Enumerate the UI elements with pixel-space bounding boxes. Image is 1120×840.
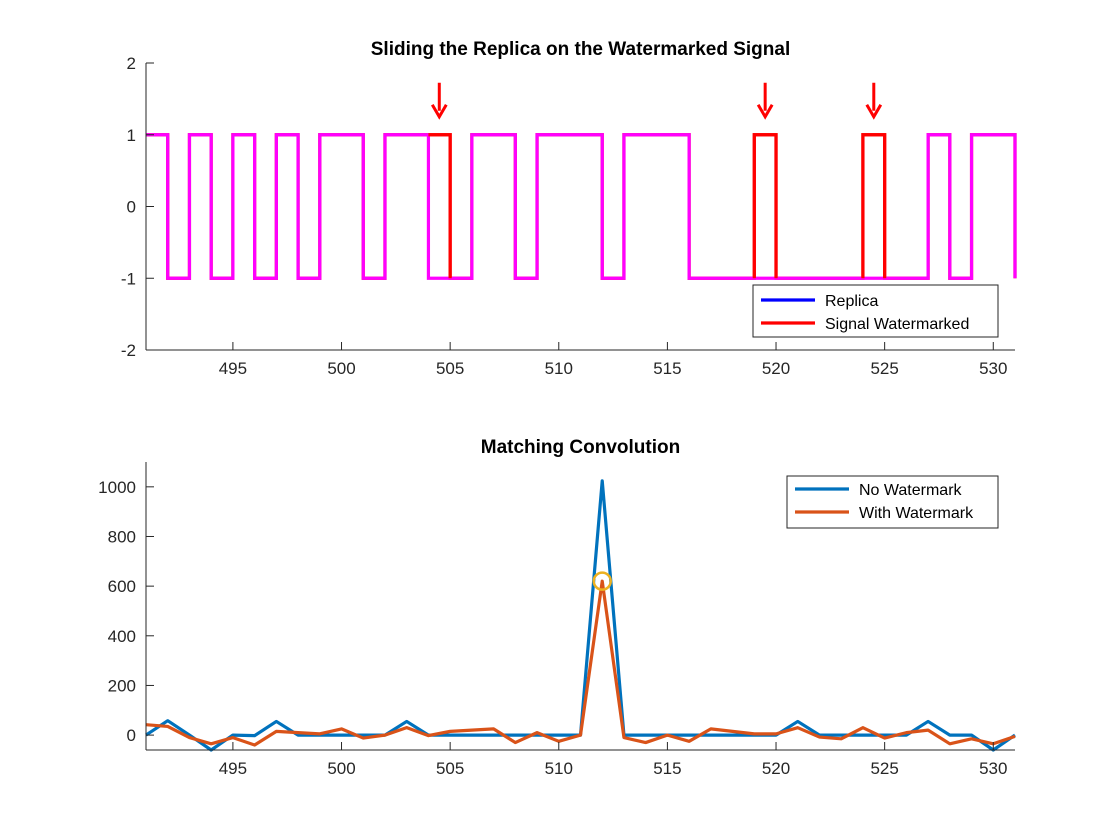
signal-x-tick-label: 515 [653, 359, 681, 378]
convolution-x-tick-label: 520 [762, 759, 790, 778]
convolution-subplot: Matching Convolution 495 500 505 510 515 520 5… [98, 437, 1016, 778]
signal-subplot: Sliding the Replica on the Watermarked S… [121, 39, 1017, 378]
peak-highlight [592, 571, 612, 591]
series-line-with-watermark [145, 579, 1016, 747]
watermark-bit-segment [861, 133, 887, 279]
convolution-y-tick-label: 600 [108, 577, 136, 596]
signal-y-tick-label: 2 [127, 54, 136, 73]
signal-y-tick-label: 1 [127, 126, 136, 145]
convolution-chart-title: Matching Convolution [481, 437, 680, 458]
watermark-arrow-head [756, 103, 774, 120]
peak-marker-circle [592, 571, 612, 591]
watermark-arrow-head [865, 103, 883, 120]
convolution-series-lines [145, 479, 1016, 752]
signal-x-tick-label: 530 [979, 359, 1007, 378]
signal-x-tick-label: 495 [219, 359, 247, 378]
legend-label-no-watermark: No Watermark [859, 482, 963, 499]
signal-series-lines [146, 133, 1017, 280]
convolution-x-tick-label: 525 [870, 759, 898, 778]
convolution-x-tick-label: 515 [653, 759, 681, 778]
convolution-legend-box [786, 475, 999, 529]
signal-y-tick-label: 0 [127, 198, 136, 217]
signal-x-tick-label: 525 [870, 359, 898, 378]
convolution-x-tick-label: 505 [436, 759, 464, 778]
signal-legend: Replica Signal Watermarked [752, 284, 999, 338]
signal-x-tick-label: 510 [545, 359, 573, 378]
convolution-y-tick-label: 1000 [98, 478, 136, 497]
convolution-y-tick-label: 200 [108, 676, 136, 695]
convolution-y-tick-label: 400 [108, 627, 136, 646]
watermark-bit-segment [428, 133, 452, 279]
signal-x-tick-label: 505 [436, 359, 464, 378]
convolution-x-tick-label: 530 [979, 759, 1007, 778]
legend-label-replica: Replica [825, 293, 878, 310]
convolution-x-tick-label: 500 [327, 759, 355, 778]
convolution-legend: No Watermark With Watermark [786, 475, 999, 529]
watermark-arrow-head [430, 103, 448, 120]
convolution-x-tick-label: 510 [545, 759, 573, 778]
signal-legend-box [752, 284, 999, 338]
watermark-arrows [430, 82, 883, 120]
legend-label-signal-watermarked: Signal Watermarked [825, 316, 969, 333]
convolution-x-tick-label: 495 [219, 759, 247, 778]
convolution-y-tick-label: 800 [108, 527, 136, 546]
convolution-axes: 495 500 505 510 515 520 525 530 0 200 400 600 800 100… [98, 462, 1015, 778]
signal-x-tick-label: 520 [762, 359, 790, 378]
signal-axes: 495 500 505 510 515 520 525 530 -2 -1 0 1 2 [121, 54, 1015, 378]
legend-label-with-watermark: With Watermark [859, 505, 974, 522]
signal-y-tick-label: -2 [121, 341, 136, 360]
signal-x-tick-label: 500 [327, 359, 355, 378]
signal-chart-title: Sliding the Replica on the Watermarked S… [371, 39, 790, 60]
series-line-replica [146, 133, 1017, 280]
watermark-bit-segment [752, 133, 778, 279]
signal-y-tick-label: -1 [121, 269, 136, 288]
convolution-y-tick-label: 0 [127, 726, 136, 745]
